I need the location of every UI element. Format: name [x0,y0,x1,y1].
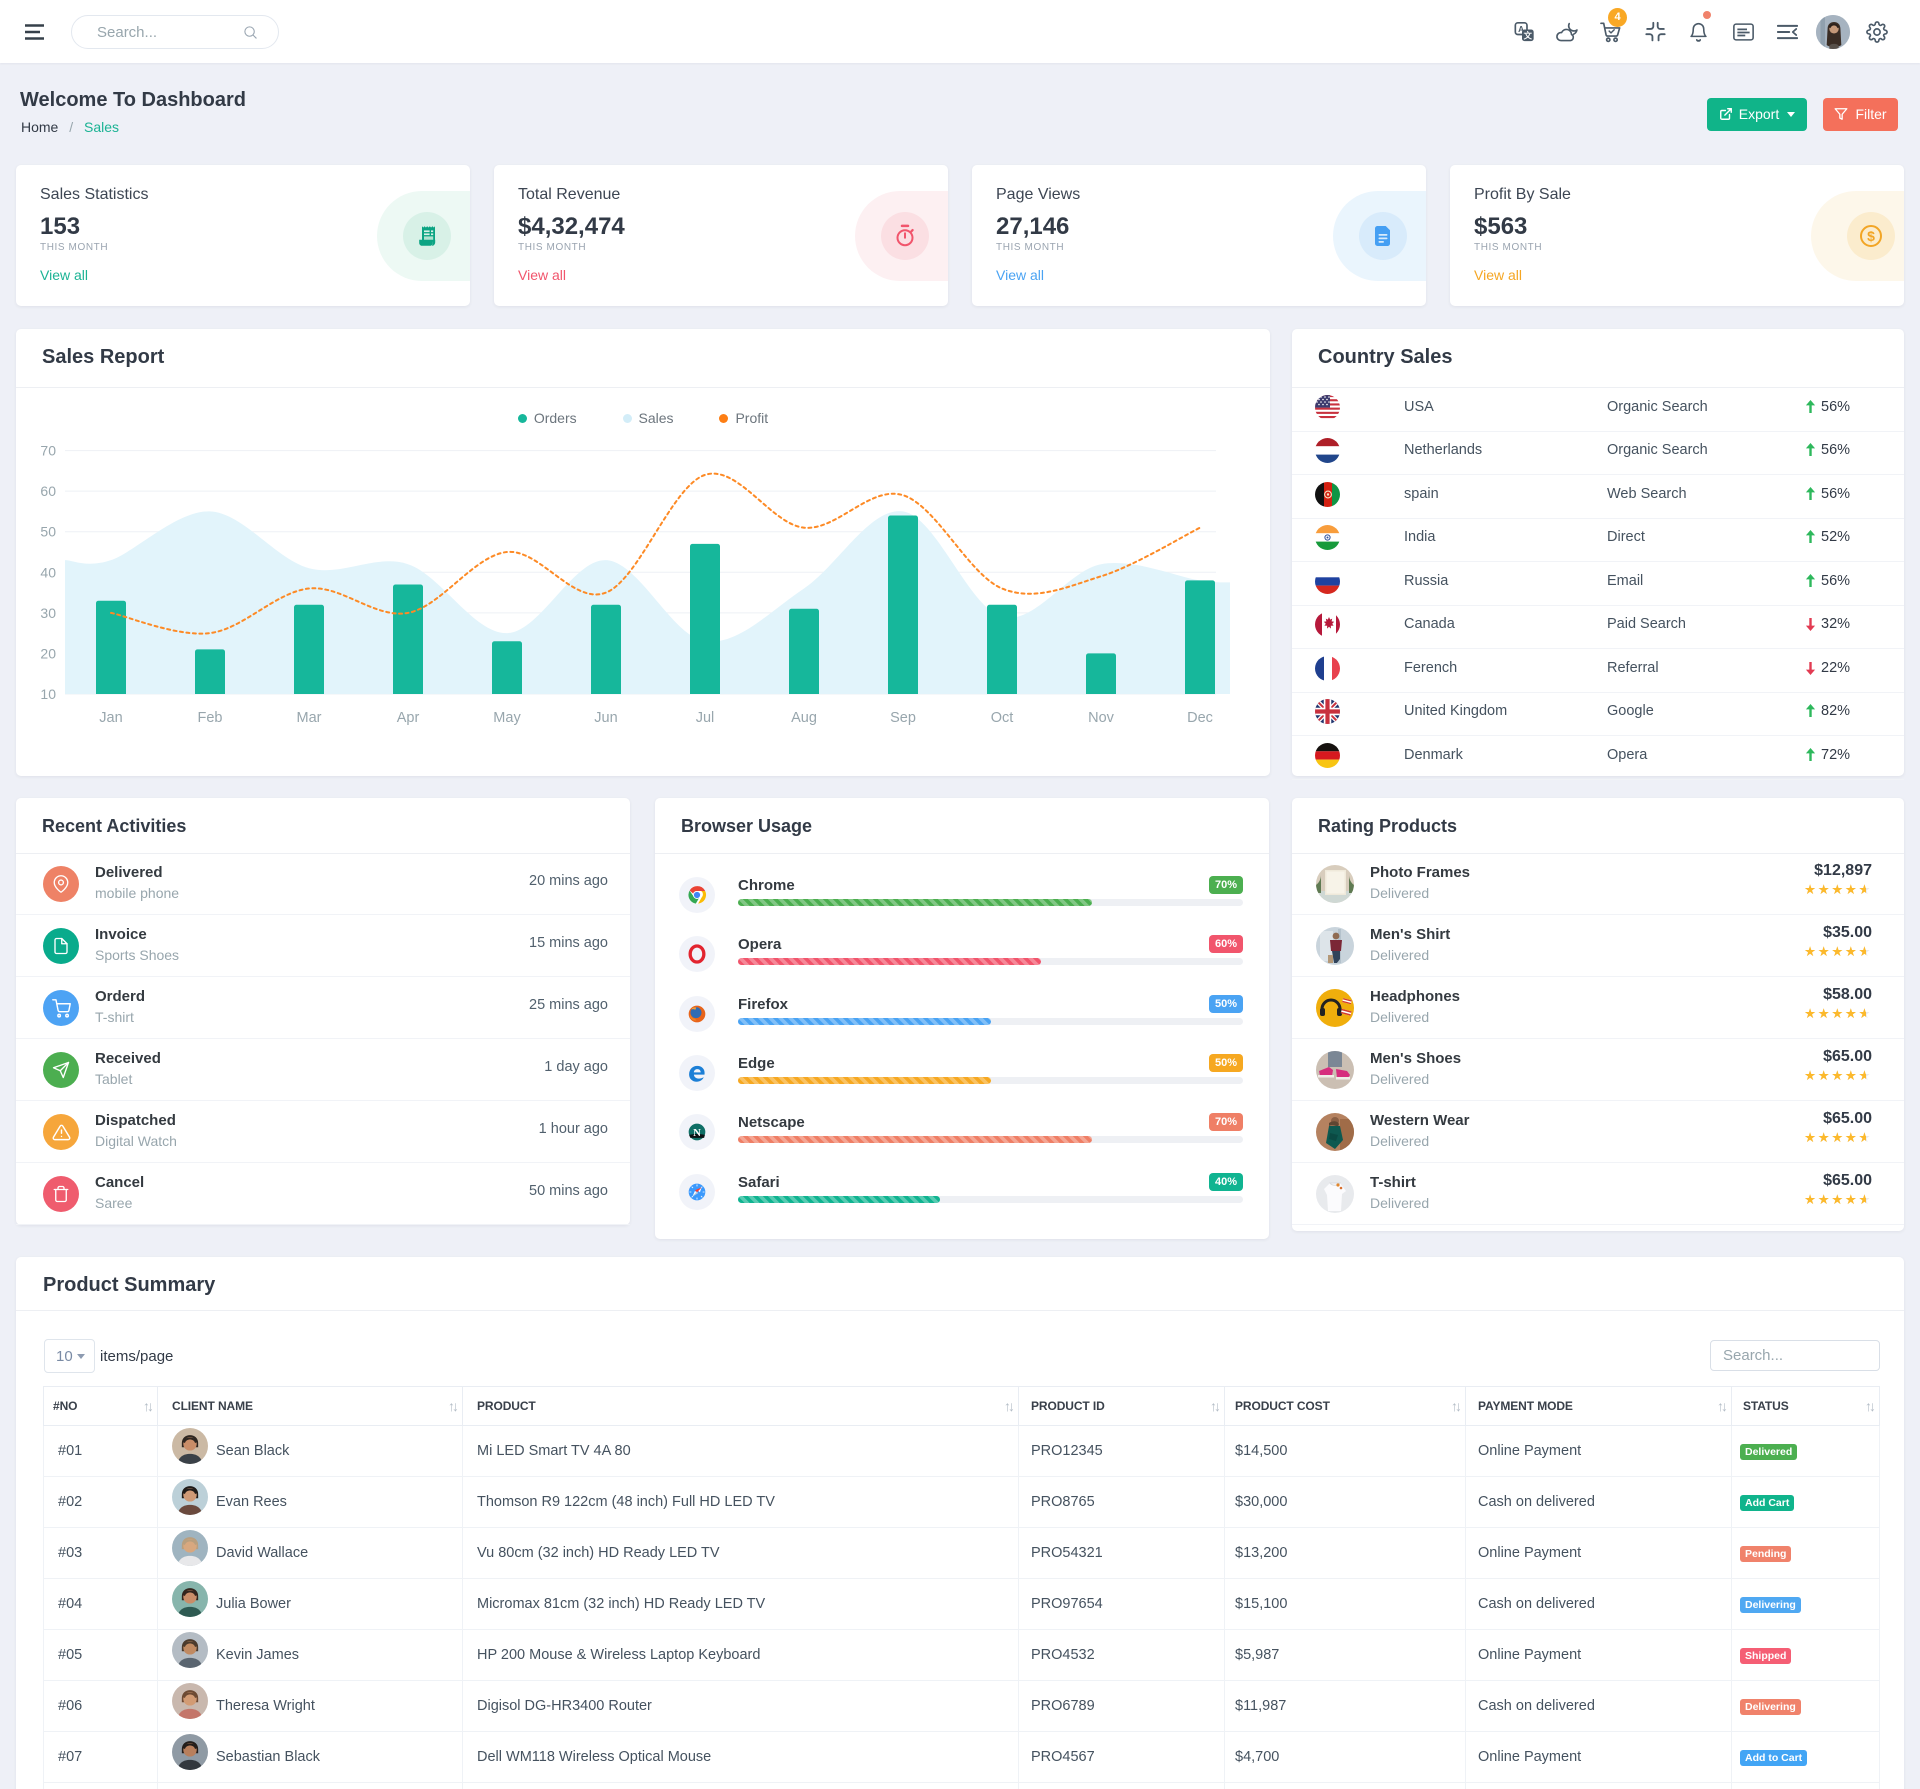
svg-text:20: 20 [40,645,56,661]
svg-text:Jan: Jan [99,710,122,726]
svg-text:A: A [1518,24,1524,34]
svg-text:Jul: Jul [696,710,715,726]
svg-text:60: 60 [40,483,56,499]
svg-text:Oct: Oct [991,710,1014,726]
svg-text:Apr: Apr [397,710,420,726]
svg-text:10: 10 [40,686,56,702]
svg-text:Dec: Dec [1187,710,1213,726]
svg-text:$: $ [1867,228,1875,244]
svg-text:70: 70 [40,443,56,459]
svg-text:Sep: Sep [890,710,916,726]
svg-text:Nov: Nov [1088,710,1115,726]
svg-text:Aug: Aug [791,710,817,726]
svg-text:Mar: Mar [297,710,322,726]
svg-text:文: 文 [1524,30,1533,40]
svg-text:50: 50 [40,524,56,540]
svg-text:N: N [693,1127,701,1139]
svg-text:30: 30 [40,605,56,621]
svg-text:Jun: Jun [594,710,617,726]
svg-text:40: 40 [40,564,56,580]
svg-text:Feb: Feb [198,710,223,726]
svg-text:May: May [493,710,521,726]
